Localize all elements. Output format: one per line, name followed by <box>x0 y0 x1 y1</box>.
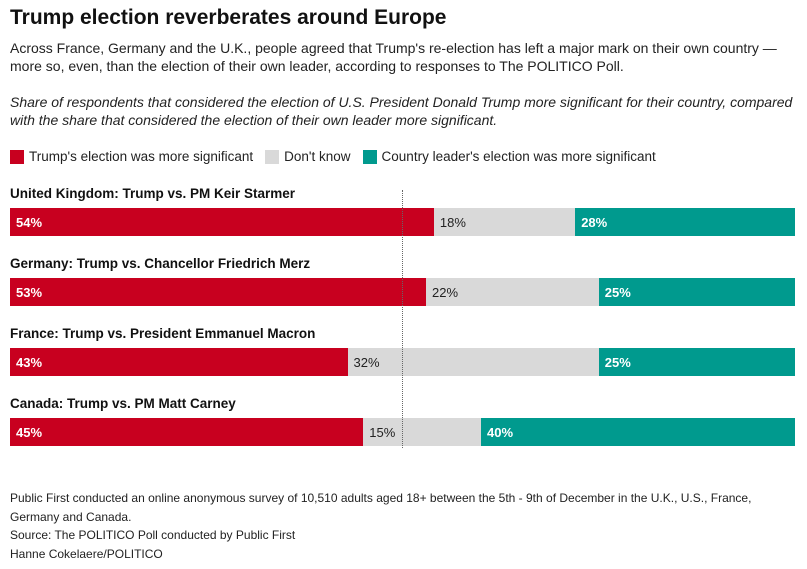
bar-segment: 28% <box>575 208 795 236</box>
bar-segment: 18% <box>433 208 576 236</box>
chart-note: Share of respondents that considered the… <box>10 94 793 128</box>
legend-item: Country leader's election was more signi… <box>362 149 656 164</box>
source-note: Source: The POLITICO Poll conducted by P… <box>10 528 296 542</box>
legend-swatch <box>10 149 24 164</box>
legend: Trump's election was more significant Don… <box>10 149 656 164</box>
chart-title: Trump election reverberates around Europ… <box>10 6 447 29</box>
bar-segment: 40% <box>481 418 795 446</box>
group-label: United Kingdom: Trump vs. PM Keir Starme… <box>10 186 296 201</box>
legend-label: Trump's election was more significant <box>29 149 254 164</box>
credit: Hanne Cokelaere/POLITICO <box>10 546 163 561</box>
legend-label: Don't know <box>284 149 351 164</box>
bar-segment: 25% <box>598 278 795 306</box>
data-label: 40% <box>487 424 514 440</box>
bar-segment: 22% <box>426 278 599 306</box>
data-label: 43% <box>16 354 43 370</box>
legend-item: Don't know <box>265 149 351 164</box>
bar-segment: 43% <box>10 348 348 376</box>
methodology-note: Public First conducted an online anonymo… <box>10 491 752 524</box>
bar-segment: 15% <box>363 418 481 446</box>
legend-label: Country leader's election was more signi… <box>381 149 656 164</box>
stacked-bar: 43% 32% 25% <box>10 348 795 376</box>
legend-item: Trump's election was more significant <box>10 149 253 164</box>
data-label: 32% <box>353 354 380 370</box>
group-label: Germany: Trump vs. Chancellor Friedrich … <box>10 256 311 271</box>
stacked-bar: 54% 18% 28% <box>10 208 795 236</box>
group-label: Canada: Trump vs. PM Matt Carney <box>10 396 236 411</box>
data-label: 15% <box>369 424 396 440</box>
data-label: 25% <box>604 354 631 370</box>
data-label: 53% <box>16 284 43 300</box>
chart-subtitle: Across France, Germany and the U.K., peo… <box>10 40 777 74</box>
bar-segment: 32% <box>347 348 599 376</box>
group-label: France: Trump vs. President Emmanuel Mac… <box>10 326 316 341</box>
stacked-bar: 45% 15% 40% <box>10 418 795 446</box>
bar-segment: 25% <box>598 348 795 376</box>
stacked-bar: 53% 22% 25% <box>10 278 795 306</box>
data-label: 25% <box>604 284 631 300</box>
fifty-percent-reference-line <box>402 190 403 448</box>
bar-segment: 54% <box>10 208 434 236</box>
legend-swatch <box>265 149 280 164</box>
footer: Public First conducted an online anonymo… <box>10 489 800 563</box>
legend-swatch <box>362 149 377 164</box>
data-label: 22% <box>432 284 459 300</box>
bar-segment: 45% <box>10 418 364 446</box>
data-label: 18% <box>439 214 466 230</box>
bar-segment: 53% <box>10 278 427 306</box>
data-label: 54% <box>16 214 43 230</box>
data-label: 28% <box>581 214 608 230</box>
data-label: 45% <box>16 424 43 440</box>
